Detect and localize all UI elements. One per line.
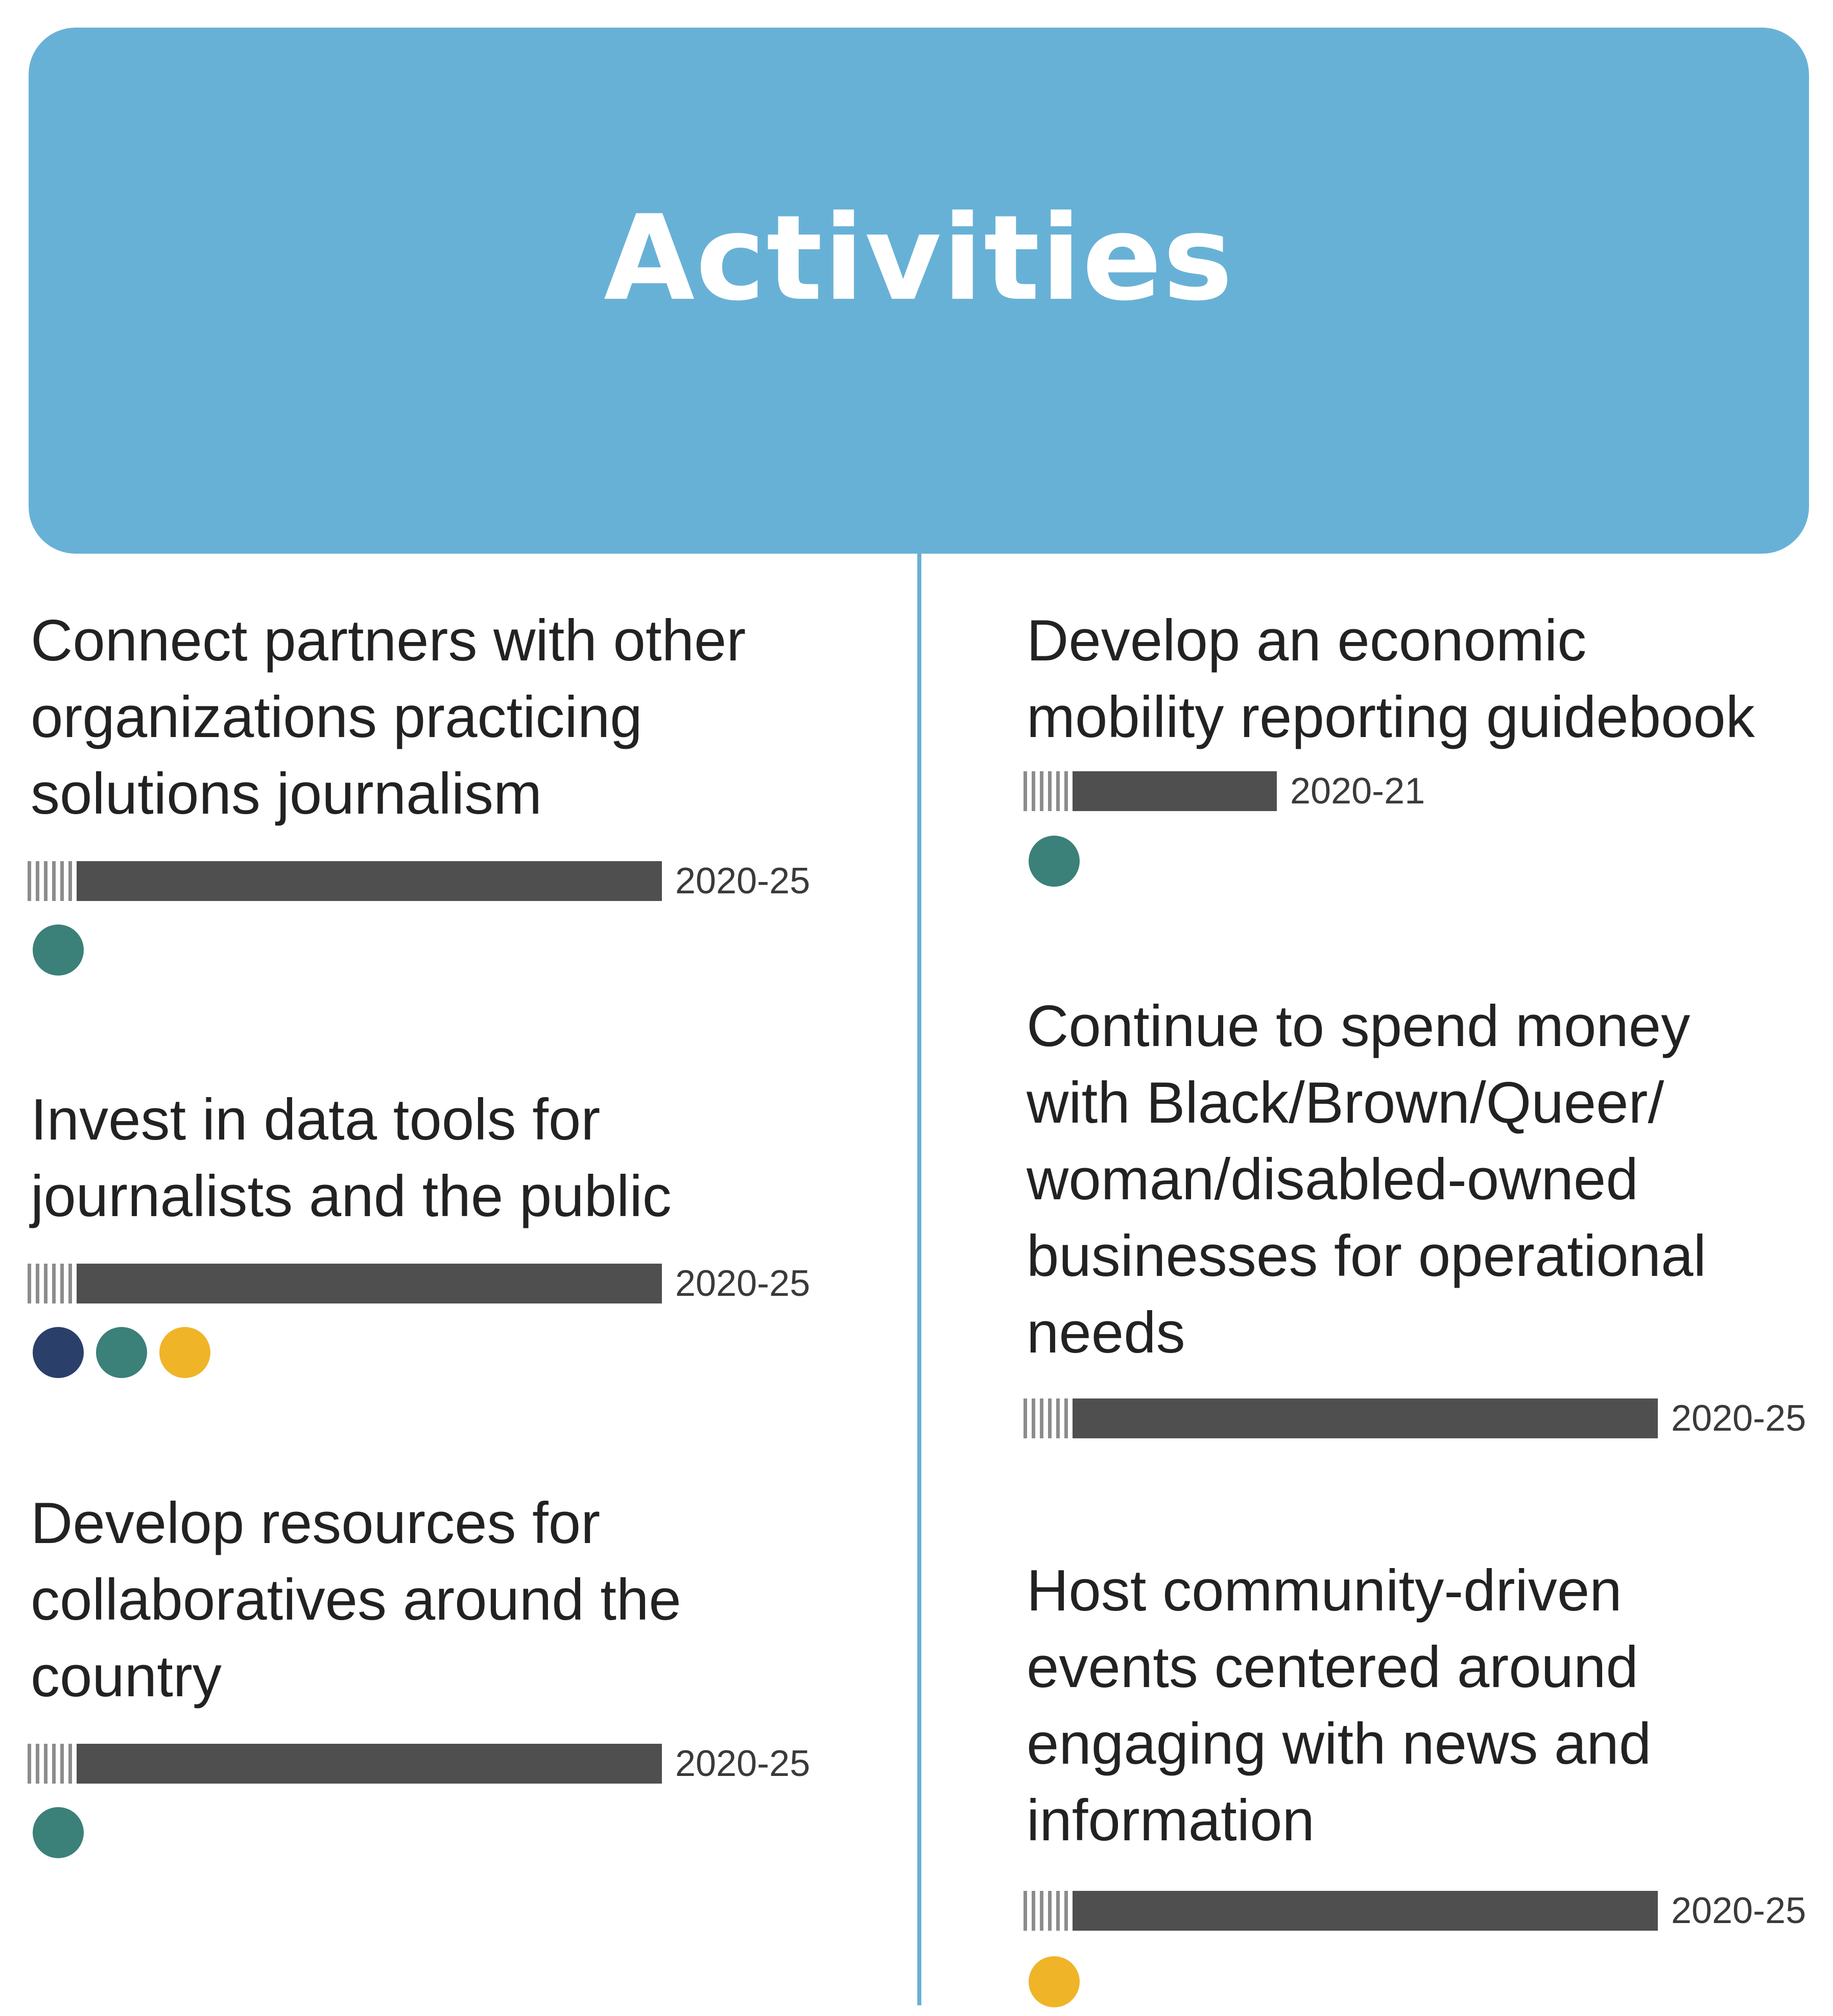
timeline-stripes [28, 1264, 77, 1303]
category-dots [33, 1327, 210, 1378]
category-dots [1029, 836, 1080, 887]
activity-text: Invest in data tools for journalists and… [31, 1087, 672, 1229]
category-dots [1029, 1956, 1080, 2007]
page-title: Activities [604, 191, 1234, 327]
activity-text: Develop an economic mobility reporting g… [1027, 608, 1755, 750]
timeline-bar: 2020-25 [1023, 1890, 1806, 1931]
teal-dot [96, 1327, 147, 1378]
timeline-fill [1073, 771, 1277, 811]
activity-text: Host community-driven events centered ar… [1027, 1558, 1652, 1853]
timeline-period: 2020-25 [675, 861, 811, 902]
timeline-bar: 2020-25 [28, 1263, 811, 1304]
teal-dot [33, 924, 84, 976]
column-divider [917, 554, 921, 2005]
navy-dot [33, 1327, 84, 1378]
category-dots [33, 924, 84, 976]
timeline-period: 2020-25 [1671, 1398, 1806, 1439]
timeline-stripes [1023, 1398, 1073, 1438]
timeline-stripes [1023, 771, 1073, 811]
activity-economic-guidebook: Develop an economic mobility reporting g… [1023, 603, 1823, 887]
timeline-fill [77, 861, 662, 901]
timeline-fill [77, 1264, 662, 1303]
category-dots [33, 1807, 84, 1858]
gold-dot [1029, 1956, 1080, 2007]
activity-text: Connect partners with other organization… [31, 608, 746, 826]
gold-dot [159, 1327, 210, 1378]
activity-text: Continue to spend money with Black/Brown… [1027, 994, 1706, 1365]
timeline-period: 2020-25 [675, 1263, 811, 1304]
timeline-stripes [1023, 1891, 1073, 1931]
activity-spend-money: Continue to spend money with Black/Brown… [1023, 988, 1823, 1439]
timeline-period: 2020-21 [1290, 771, 1425, 812]
timeline-fill [77, 1744, 662, 1784]
teal-dot [1029, 836, 1080, 887]
teal-dot [33, 1807, 84, 1858]
timeline-stripes [28, 861, 77, 901]
activity-develop-resources: Develop resources for collaboratives aro… [28, 1485, 889, 1858]
timeline-bar: 2020-25 [28, 1743, 811, 1784]
timeline-fill [1073, 1891, 1658, 1931]
activity-text: Develop resources for collaboratives aro… [31, 1491, 681, 1709]
timeline-bar: 2020-25 [1023, 1398, 1806, 1439]
timeline-fill [1073, 1398, 1658, 1438]
timeline-bar: 2020-21 [1023, 771, 1425, 812]
activities-header: Activities [29, 28, 1809, 554]
timeline-bar: 2020-25 [28, 861, 811, 902]
activity-invest-data-tools: Invest in data tools for journalists and… [28, 1082, 889, 1378]
timeline-period: 2020-25 [675, 1743, 811, 1784]
activity-connect-partners: Connect partners with other organization… [28, 603, 889, 976]
timeline-stripes [28, 1744, 77, 1784]
timeline-period: 2020-25 [1671, 1890, 1806, 1931]
activity-host-events: Host community-driven events centered ar… [1023, 1553, 1823, 2007]
